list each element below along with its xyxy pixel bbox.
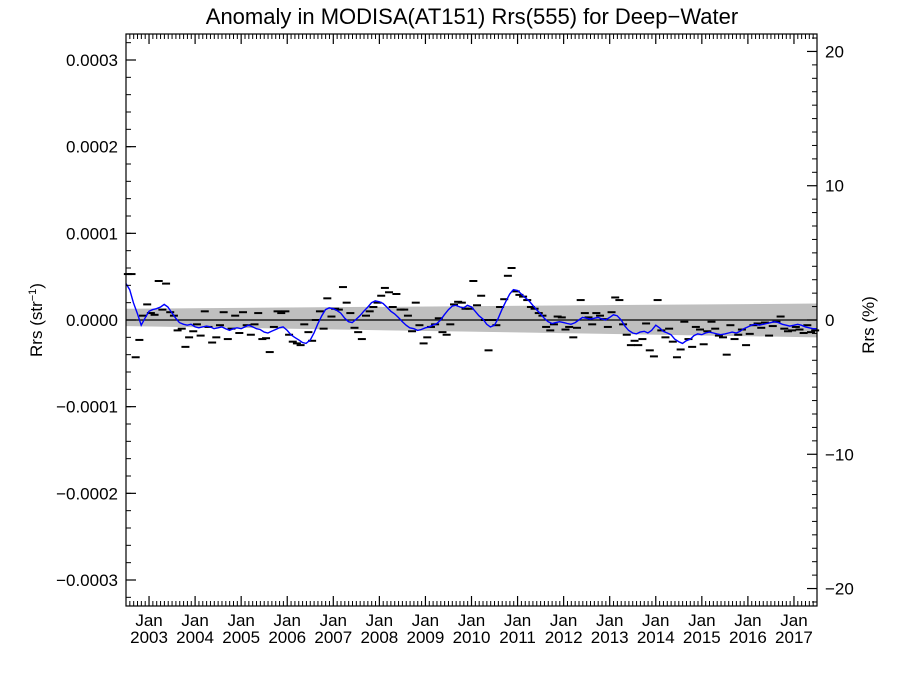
y-right-tick-label: −20: [825, 580, 854, 599]
y-left-tick-label: 0.0003: [66, 51, 118, 70]
x-tick-month-label: Jan: [596, 611, 623, 630]
x-tick-year-label: 2012: [545, 628, 583, 647]
x-tick-month-label: Jan: [135, 611, 162, 630]
x-tick-year-label: 2013: [591, 628, 629, 647]
x-tick-month-label: Jan: [227, 611, 254, 630]
y-right-tick-label: 10: [825, 177, 844, 196]
chart-title: Anomaly in MODISA(AT151) Rrs(555) for De…: [206, 4, 738, 29]
x-tick-year-label: 2011: [499, 628, 536, 647]
x-tick-year-label: 2009: [407, 628, 445, 647]
x-axis: Jan2003Jan2004Jan2005Jan2006Jan2007Jan20…: [125, 34, 818, 647]
x-tick-month-label: Jan: [550, 611, 577, 630]
x-tick-year-label: 2015: [683, 628, 721, 647]
y-left-tick-label: −0.0002: [56, 484, 118, 503]
smoothed-line: [125, 283, 817, 345]
y-left-tick-label: 0.0000: [66, 311, 118, 330]
smoothed-series: [125, 283, 817, 345]
x-tick-month-label: Jan: [181, 611, 208, 630]
x-tick-month-label: Jan: [780, 611, 807, 630]
x-tick-month-label: Jan: [320, 611, 347, 630]
y-axis-right: 20 10 0 −10 −20: [807, 37, 854, 603]
y-axis-left: 0.0003 0.0002 0.0001 0.0000 −0.0001 −0.0002 −0…: [56, 42, 136, 598]
x-tick-year-label: 2006: [268, 628, 306, 647]
x-tick-year-label: 2005: [222, 628, 260, 647]
x-tick-year-label: 2010: [453, 628, 491, 647]
x-tick-year-label: 2003: [130, 628, 168, 647]
x-tick-month-label: Jan: [734, 611, 761, 630]
y-left-tick-label: −0.0003: [56, 571, 118, 590]
data-points: [123, 267, 820, 359]
x-tick-month-label: Jan: [274, 611, 301, 630]
y-axis-label-right: Rrs (%): [859, 296, 878, 354]
x-tick-year-label: 2008: [360, 628, 398, 647]
x-tick-month-label: Jan: [504, 611, 531, 630]
x-tick-year-label: 2016: [729, 628, 767, 647]
x-tick-year-label: 2014: [637, 628, 675, 647]
y-left-tick-label: 0.0002: [66, 138, 118, 157]
y-left-tick-label: 0.0001: [66, 224, 118, 243]
x-tick-month-label: Jan: [366, 611, 393, 630]
x-tick-month-label: Jan: [458, 611, 485, 630]
x-tick-year-label: 2017: [775, 628, 813, 647]
x-tick-year-label: 2007: [314, 628, 352, 647]
y-right-tick-label: −10: [825, 445, 854, 464]
y-right-tick-label: 20: [825, 42, 844, 61]
x-tick-month-label: Jan: [688, 611, 715, 630]
x-tick-month-label: Jan: [642, 611, 669, 630]
x-tick-year-label: 2004: [176, 628, 214, 647]
y-left-tick-label: −0.0001: [56, 398, 118, 417]
y-axis-label-left: Rrs (str−1): [27, 283, 46, 357]
y-right-tick-label: 0: [825, 311, 834, 330]
x-tick-month-label: Jan: [412, 611, 439, 630]
